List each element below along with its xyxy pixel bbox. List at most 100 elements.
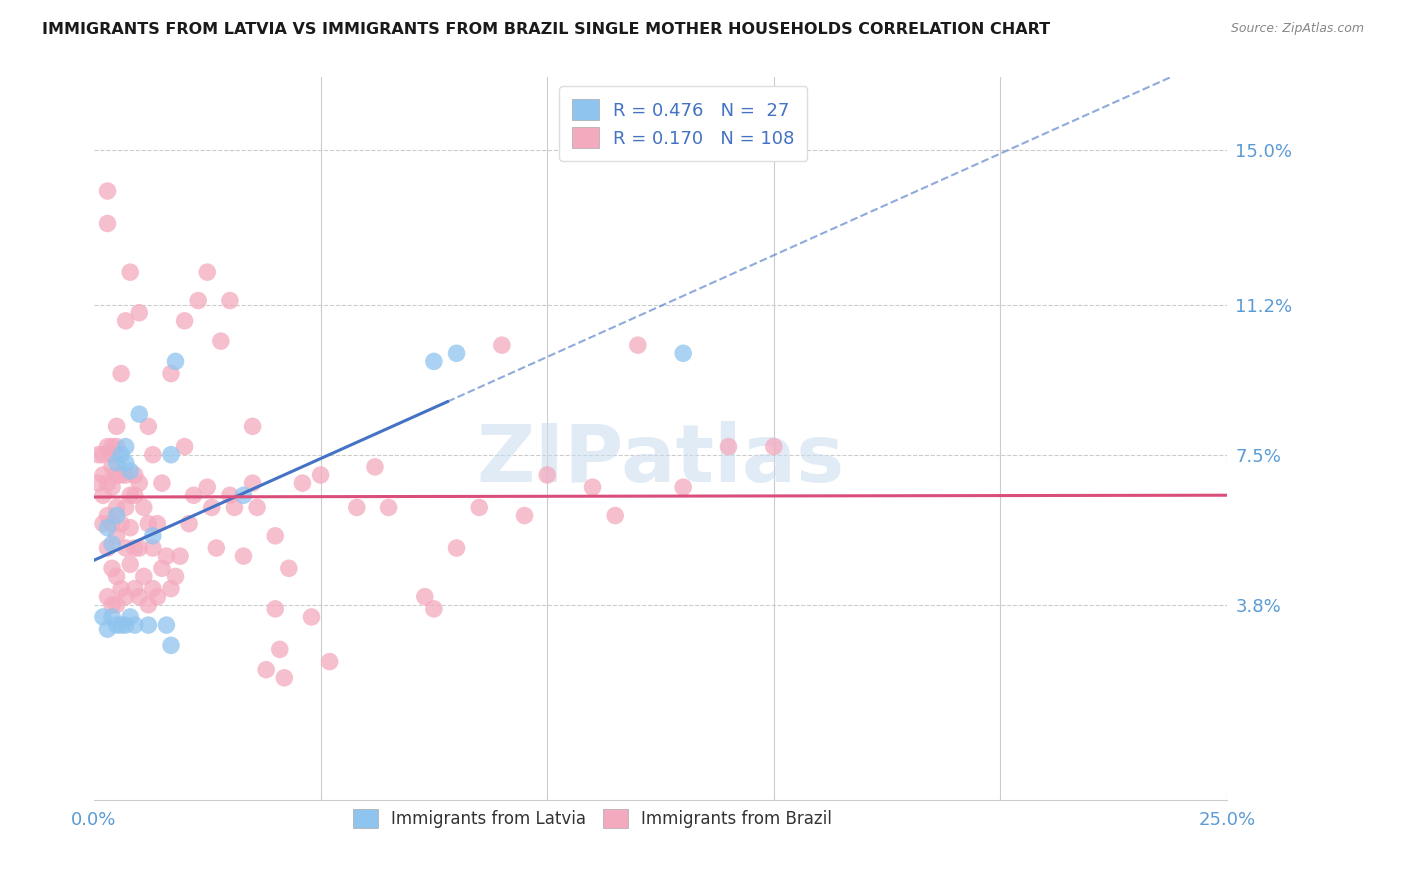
Point bbox=[105, 569, 128, 583]
Point bbox=[120, 521, 142, 535]
Point bbox=[96, 476, 118, 491]
Point bbox=[101, 598, 124, 612]
Point bbox=[91, 448, 114, 462]
Point bbox=[128, 541, 150, 555]
Point bbox=[105, 529, 128, 543]
Point bbox=[165, 354, 187, 368]
Point bbox=[242, 419, 264, 434]
Point bbox=[114, 468, 136, 483]
Point bbox=[96, 440, 118, 454]
Point bbox=[105, 419, 128, 434]
Point bbox=[183, 488, 205, 502]
Point bbox=[155, 618, 177, 632]
Point bbox=[101, 480, 124, 494]
Point bbox=[146, 590, 169, 604]
Point bbox=[114, 440, 136, 454]
Point bbox=[173, 440, 195, 454]
Point bbox=[128, 306, 150, 320]
Point bbox=[605, 508, 627, 523]
Point bbox=[110, 516, 132, 531]
Point bbox=[513, 508, 536, 523]
Point bbox=[165, 569, 187, 583]
Point bbox=[224, 500, 246, 515]
Point bbox=[762, 440, 785, 454]
Point bbox=[219, 488, 242, 502]
Point bbox=[124, 582, 146, 596]
Point bbox=[146, 516, 169, 531]
Point bbox=[114, 618, 136, 632]
Point bbox=[205, 541, 228, 555]
Point bbox=[110, 367, 132, 381]
Point bbox=[273, 671, 295, 685]
Point bbox=[105, 456, 128, 470]
Point bbox=[91, 610, 114, 624]
Point bbox=[105, 440, 128, 454]
Point bbox=[110, 448, 132, 462]
Point bbox=[309, 468, 332, 483]
Point bbox=[101, 459, 124, 474]
Point bbox=[491, 338, 513, 352]
Point bbox=[91, 516, 114, 531]
Point bbox=[96, 521, 118, 535]
Point bbox=[105, 508, 128, 523]
Point bbox=[142, 529, 165, 543]
Point bbox=[105, 598, 128, 612]
Point bbox=[179, 516, 201, 531]
Point bbox=[627, 338, 650, 352]
Point bbox=[124, 618, 146, 632]
Point bbox=[423, 354, 446, 368]
Point bbox=[672, 346, 695, 360]
Point bbox=[96, 508, 118, 523]
Point bbox=[160, 582, 183, 596]
Point bbox=[101, 537, 124, 551]
Point bbox=[101, 610, 124, 624]
Point bbox=[120, 488, 142, 502]
Point bbox=[120, 610, 142, 624]
Point bbox=[169, 549, 191, 563]
Point bbox=[160, 448, 183, 462]
Point bbox=[264, 529, 287, 543]
Point bbox=[581, 480, 603, 494]
Text: IMMIGRANTS FROM LATVIA VS IMMIGRANTS FROM BRAZIL SINGLE MOTHER HOUSEHOLDS CORREL: IMMIGRANTS FROM LATVIA VS IMMIGRANTS FRO… bbox=[42, 22, 1050, 37]
Point bbox=[468, 500, 491, 515]
Point bbox=[264, 602, 287, 616]
Point bbox=[132, 500, 155, 515]
Text: ZIPatlas: ZIPatlas bbox=[477, 421, 845, 500]
Point bbox=[96, 622, 118, 636]
Point bbox=[105, 618, 128, 632]
Point bbox=[132, 569, 155, 583]
Point bbox=[195, 480, 218, 494]
Point bbox=[120, 464, 142, 478]
Point bbox=[101, 448, 124, 462]
Point bbox=[254, 663, 277, 677]
Point bbox=[717, 440, 740, 454]
Point bbox=[150, 561, 173, 575]
Point bbox=[124, 541, 146, 555]
Point bbox=[155, 549, 177, 563]
Point bbox=[209, 334, 232, 348]
Point bbox=[96, 541, 118, 555]
Point bbox=[277, 561, 299, 575]
Point bbox=[96, 184, 118, 198]
Point bbox=[377, 500, 399, 515]
Point bbox=[201, 500, 224, 515]
Point bbox=[87, 476, 110, 491]
Point bbox=[128, 476, 150, 491]
Point bbox=[242, 476, 264, 491]
Point bbox=[301, 610, 323, 624]
Point bbox=[120, 265, 142, 279]
Legend: Immigrants from Latvia, Immigrants from Brazil: Immigrants from Latvia, Immigrants from … bbox=[346, 802, 839, 835]
Point bbox=[136, 516, 159, 531]
Point bbox=[114, 456, 136, 470]
Point bbox=[110, 468, 132, 483]
Point bbox=[346, 500, 368, 515]
Point bbox=[160, 639, 183, 653]
Point bbox=[101, 561, 124, 575]
Point bbox=[136, 598, 159, 612]
Point bbox=[232, 549, 254, 563]
Point bbox=[101, 440, 124, 454]
Point bbox=[150, 476, 173, 491]
Point bbox=[142, 541, 165, 555]
Point bbox=[219, 293, 242, 308]
Point bbox=[96, 590, 118, 604]
